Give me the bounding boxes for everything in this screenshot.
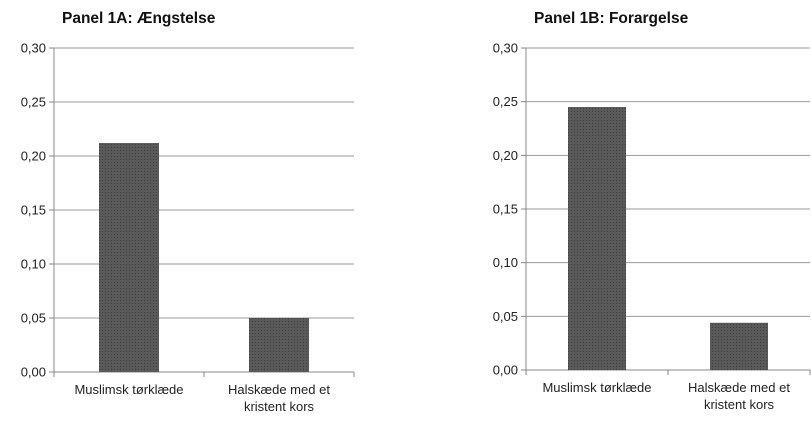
bar-chart-1b: 0,00 0,05 0,10 0,15 0,20 0,25 0,30 Muslimsk tør… (493, 41, 811, 412)
y-tick-label: 0,20 (21, 149, 46, 164)
x-category-label: kristent kors (244, 399, 315, 414)
y-tick-label: 0,05 (21, 311, 46, 326)
x-category-label: Muslimsk tørklæde (542, 380, 651, 395)
chart-panel-1b: Panel 1B: Forargelse 0,00 0,05 0,10 0,15 0,2… (430, 0, 811, 421)
y-tick-label: 0,10 (493, 255, 518, 270)
y-tick-label: 0,25 (493, 94, 518, 109)
chart-title: Panel 1B: Forargelse (534, 10, 689, 27)
chart-title: Panel 1A: Ængstelse (62, 10, 216, 27)
x-category-label: Muslimsk tørklæde (74, 382, 183, 397)
y-tick-label: 0,05 (493, 309, 518, 324)
y-tick-label: 0,30 (21, 41, 46, 56)
y-tick-label: 0,30 (493, 41, 518, 56)
y-tick-label: 0,15 (21, 203, 46, 218)
bar (568, 107, 626, 371)
y-tick-label: 0,15 (493, 202, 518, 217)
bar-chart-1a: 0,00 0,05 0,10 0,15 0,20 0,25 0,30 Muslimsk tør… (21, 41, 355, 414)
x-category-label: Halskæde med et (688, 380, 790, 395)
y-tick-label: 0,25 (21, 95, 46, 110)
y-tick-label: 0,10 (21, 257, 46, 272)
bar (249, 318, 309, 372)
bar (710, 322, 768, 370)
y-tick-label: 0,00 (493, 363, 518, 378)
y-tick-label: 0,00 (21, 365, 46, 380)
chart-panel-1a: Panel 1A: Ængstelse 0,00 0,05 0,10 0,15 0,20… (0, 0, 380, 421)
x-category-label: kristent kors (704, 397, 775, 412)
y-tick-label: 0,20 (493, 148, 518, 163)
x-category-label: Halskæde med et (228, 382, 330, 397)
bar (99, 143, 159, 372)
